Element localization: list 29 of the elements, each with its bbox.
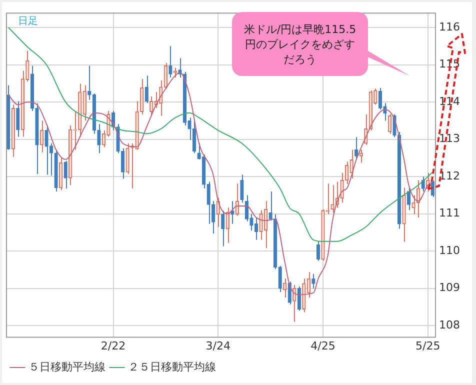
candlestick <box>378 87 382 110</box>
x-tick-label: 5/25 <box>416 339 440 352</box>
candlestick <box>64 160 68 189</box>
candlestick <box>240 174 244 204</box>
y-tick-label: 109 <box>439 281 460 294</box>
chart-title: 日足 <box>18 16 38 28</box>
candlestick <box>16 100 20 138</box>
y-tick-label: 114 <box>439 94 460 108</box>
candlestick <box>254 217 258 240</box>
candlestick <box>150 96 154 116</box>
candlestick <box>212 200 216 234</box>
x-tick-label: 4/25 <box>310 339 336 352</box>
legend-label: ５日移動平均線 <box>28 360 106 374</box>
x-tick-label: 3/24 <box>206 339 230 352</box>
y-tick-label: 113 <box>439 132 460 146</box>
candlestick <box>230 200 234 224</box>
legend-label: ２５日移動平均線 <box>128 360 216 374</box>
y-tick-label: 108 <box>439 318 460 332</box>
annotation: 米ドル/円は早晩115.5円のブレイクをめざすだろう <box>232 12 368 76</box>
y-tick-label: 110 <box>439 244 460 257</box>
x-tick-label: 2/22 <box>100 339 126 352</box>
candlestick <box>312 273 316 289</box>
candlestick <box>354 136 358 160</box>
candlestick <box>168 46 172 78</box>
candlestick <box>374 88 378 106</box>
y-tick-label: 112 <box>439 169 460 182</box>
y-tick-label: 116 <box>439 20 460 34</box>
candlestick <box>388 114 392 134</box>
y-tick-label: 111 <box>439 206 460 220</box>
